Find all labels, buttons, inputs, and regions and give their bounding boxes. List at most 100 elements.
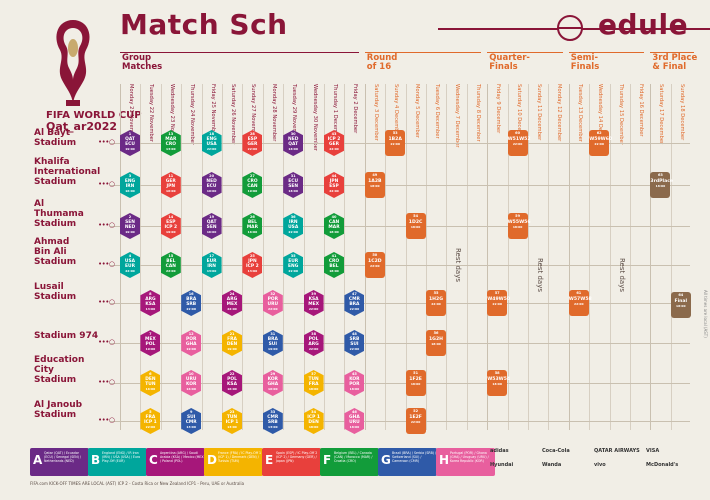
group-match-cell[interactable]: 2 SEN NED 19:00 xyxy=(120,213,140,239)
group-match-cell[interactable]: 31 BRA SUI 19:00 xyxy=(262,330,283,356)
match-number: 46 xyxy=(351,410,357,414)
kickoff-time: 16:00 xyxy=(247,230,258,234)
team-2: W60 xyxy=(600,136,613,142)
group-match-cell[interactable]: 7 MEX POL 19:00 xyxy=(140,330,161,356)
team-1: POL xyxy=(308,337,319,342)
group-match-cell[interactable]: 34 ICP 1 DEN 18:00 xyxy=(303,408,324,434)
knockout-match-cell[interactable]: 54 1D2C 18:00 xyxy=(405,213,426,239)
day-label: Wednesday 7 December xyxy=(454,84,461,148)
stage-rule xyxy=(650,52,694,53)
knockout-match-cell[interactable]: 59 W55W56 18:00 xyxy=(507,213,531,239)
group-match-cell[interactable]: 1 QAT ECU 19:00 xyxy=(120,130,140,156)
group-match-cell[interactable]: 29 KOR GHA 16:00 xyxy=(262,370,283,396)
stadium-name-line: Bin Ali xyxy=(34,247,67,257)
team-2: POR xyxy=(349,382,360,387)
group-match-cell[interactable]: 41 CRO BEL 18:00 xyxy=(324,252,344,278)
match-number: 38 xyxy=(311,332,317,336)
group-match-cell[interactable]: 26 BEL MAR 16:00 xyxy=(242,213,263,239)
knockout-match-cell[interactable]: 58 W53W54 18:00 xyxy=(487,370,511,396)
knockout-match-cell[interactable]: 53 1B2A 22:00 xyxy=(385,130,406,156)
kickoff-time: 18:00 xyxy=(349,387,360,391)
group-match-cell[interactable]: 18 ENG USA 22:00 xyxy=(201,130,222,156)
group-match-cell[interactable]: 38 POL ARG 22:00 xyxy=(303,330,324,356)
kickoff-time: 18:00 xyxy=(329,269,339,273)
knockout-match-cell[interactable]: 52 1E2F 22:00 xyxy=(405,408,426,434)
team-1: W55 xyxy=(507,219,520,225)
team-1: POR xyxy=(186,337,197,342)
group-match-cell[interactable]: 28 ESP GER 22:00 xyxy=(242,130,263,156)
team-1: CMR xyxy=(348,297,360,302)
group-match-cell[interactable]: 33 CMR SRB 13:00 xyxy=(262,408,283,434)
group-match-cell[interactable]: 45 KOR POR 18:00 xyxy=(344,370,365,396)
team-1: URU xyxy=(185,377,197,382)
group-match-cell[interactable]: 14 ESP ICP 2 19:00 xyxy=(160,213,181,239)
group-match-cell[interactable]: 17 EUR IRN 13:00 xyxy=(201,252,222,278)
group-match-cell[interactable]: 10 URU KOR 16:00 xyxy=(181,370,202,396)
team-1: KSA xyxy=(308,297,319,302)
group-match-cell[interactable]: 8 ARG KSA 13:00 xyxy=(140,290,161,316)
group-match-cell[interactable]: 24 ARG MEX 22:00 xyxy=(222,290,242,316)
group-match-cell[interactable]: 22 POL KSA 16:00 xyxy=(222,370,242,396)
group-match-cell[interactable]: 43 ICP 2 GER 22:00 xyxy=(324,130,344,156)
group-match-cell[interactable]: 32 POR URU 22:00 xyxy=(262,290,283,316)
match-number: 51 xyxy=(413,371,419,375)
group-match-cell[interactable]: 30 NED QAT 18:00 xyxy=(283,130,304,156)
group-match-cell[interactable]: 35 EUR ENG 22:00 xyxy=(283,252,304,278)
group-match-cell[interactable]: 15 BEL CAN 22:00 xyxy=(160,252,181,278)
team-2: KOR xyxy=(186,382,197,387)
knockout-match-cell[interactable]: 50 1C2D 22:00 xyxy=(364,252,385,278)
group-match-cell[interactable]: 23 TUN ICP 1 13:00 xyxy=(222,408,242,434)
match-number: 39 xyxy=(311,292,317,296)
team-1: W57 xyxy=(568,296,581,302)
group-match-cell[interactable]: 9 SUI CMR 13:00 xyxy=(181,408,202,434)
team-2: W54 xyxy=(498,376,511,382)
group-match-cell[interactable]: 44 JPN ESP 22:00 xyxy=(324,172,344,198)
kickoff-time: 19:00 xyxy=(247,189,258,193)
group-match-cell[interactable]: 37 TUN FRA 18:00 xyxy=(303,370,324,396)
row-divider xyxy=(110,383,690,384)
group-match-cell[interactable]: 46 GHA URU 18:00 xyxy=(344,408,365,434)
kickoff-time: 22:00 xyxy=(492,302,502,306)
knockout-match-cell[interactable]: 60 W51W52 22:00 xyxy=(507,130,531,156)
knockout-match-cell[interactable]: 57 W49W50 22:00 xyxy=(487,290,510,316)
group-match-cell[interactable]: 13 MAR CRO 13:00 xyxy=(160,130,181,156)
day-label: Friday 16 December xyxy=(638,84,644,137)
group-match-cell[interactable]: 6 DEN TUN 16:00 xyxy=(140,370,161,396)
group-match-cell[interactable]: 36 IRN USA 22:00 xyxy=(283,213,304,239)
group-match-cell[interactable]: 39 KSA MEX 22:00 xyxy=(303,290,324,316)
group-match-cell[interactable]: 4 USA EUR 22:00 xyxy=(120,252,140,278)
team-1: ESP xyxy=(166,220,176,225)
group-match-cell[interactable]: 48 SRB SUI 22:00 xyxy=(344,330,365,356)
group-match-cell[interactable]: 47 CMR BRA 22:00 xyxy=(344,290,365,316)
group-match-cell[interactable]: 40 CAN MAR 18:00 xyxy=(324,213,344,239)
day-divider xyxy=(446,84,448,430)
day-column-header: Sunday 27 November xyxy=(245,84,256,140)
day-divider xyxy=(222,84,223,430)
match-number: 31 xyxy=(290,174,296,178)
knockout-match-cell[interactable]: 56 1G2H 18:00 xyxy=(426,330,446,356)
group-match-cell[interactable]: 16 BRA SRB 22:00 xyxy=(181,290,202,316)
group-match-cell[interactable]: 20 NED ECU 19:00 xyxy=(201,172,222,198)
group-match-cell[interactable]: 11 GER JPN 16:00 xyxy=(160,172,181,198)
knockout-match-cell[interactable]: 61 W57W58 22:00 xyxy=(568,290,592,316)
group-match-cell[interactable]: 12 POR GHA 19:00 xyxy=(181,330,202,356)
team-2: 2D xyxy=(374,258,382,264)
knockout-match-cell[interactable]: 51 1F2E 18:00 xyxy=(405,370,426,396)
group-match-cell[interactable]: 21 FRA DEN 19:00 xyxy=(222,330,242,356)
day-column-header: Wednesday 7 December xyxy=(449,84,460,148)
group-match-cell[interactable]: 25 JPN ICP 2 13:00 xyxy=(242,252,263,278)
team-1: BRA xyxy=(267,337,278,342)
group-match-cell[interactable]: 3 ENG IRN 16:00 xyxy=(120,172,140,198)
group-match-cell[interactable]: 31 ECU SEN 18:00 xyxy=(283,172,304,198)
group-match-cell[interactable]: 19 QAT SEN 16:00 xyxy=(201,213,222,239)
knockout-match-cell[interactable]: 64 Final 18:00 xyxy=(670,292,691,318)
match-number: 11 xyxy=(168,174,174,178)
knockout-match-cell[interactable]: 63 3rdPlace 18:00 xyxy=(650,172,673,198)
knockout-match-cell[interactable]: 49 1A2B 18:00 xyxy=(364,172,385,198)
knockout-match-cell[interactable]: 62 W59W60 22:00 xyxy=(589,130,613,156)
knockout-match-cell[interactable]: 55 1H2G 22:00 xyxy=(426,290,446,316)
group-match-cell[interactable]: 27 CRO CAN 19:00 xyxy=(242,172,263,198)
team-1: 1D xyxy=(408,219,416,225)
group-match-cell[interactable]: 5 FRA ICP 1 22:00 xyxy=(140,408,161,434)
team-1: TUN xyxy=(226,415,238,420)
